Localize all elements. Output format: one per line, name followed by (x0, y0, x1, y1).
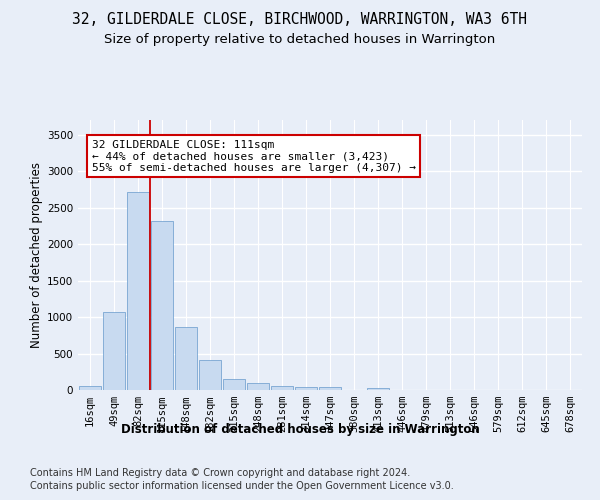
Bar (199, 360, 221, 390)
Bar (127, 192, 149, 390)
Bar (247, 382, 269, 390)
Bar (79, 386, 101, 390)
Bar (295, 387, 317, 390)
Bar (103, 312, 125, 390)
Text: Size of property relative to detached houses in Warrington: Size of property relative to detached ho… (104, 32, 496, 46)
Bar (223, 378, 245, 390)
Text: 32, GILDERDALE CLOSE, BIRCHWOOD, WARRINGTON, WA3 6TH: 32, GILDERDALE CLOSE, BIRCHWOOD, WARRING… (73, 12, 527, 28)
Bar (319, 387, 341, 390)
Text: Contains HM Land Registry data © Crown copyright and database right 2024.: Contains HM Land Registry data © Crown c… (30, 468, 410, 477)
Text: 32 GILDERDALE CLOSE: 111sqm
← 44% of detached houses are smaller (3,423)
55% of : 32 GILDERDALE CLOSE: 111sqm ← 44% of det… (92, 140, 416, 173)
Bar (271, 386, 293, 390)
Bar (151, 222, 173, 390)
Bar (175, 326, 197, 390)
Text: Distribution of detached houses by size in Warrington: Distribution of detached houses by size … (121, 422, 479, 436)
Bar (367, 388, 389, 390)
Text: Contains public sector information licensed under the Open Government Licence v3: Contains public sector information licen… (30, 481, 454, 491)
Y-axis label: Number of detached properties: Number of detached properties (30, 162, 43, 348)
